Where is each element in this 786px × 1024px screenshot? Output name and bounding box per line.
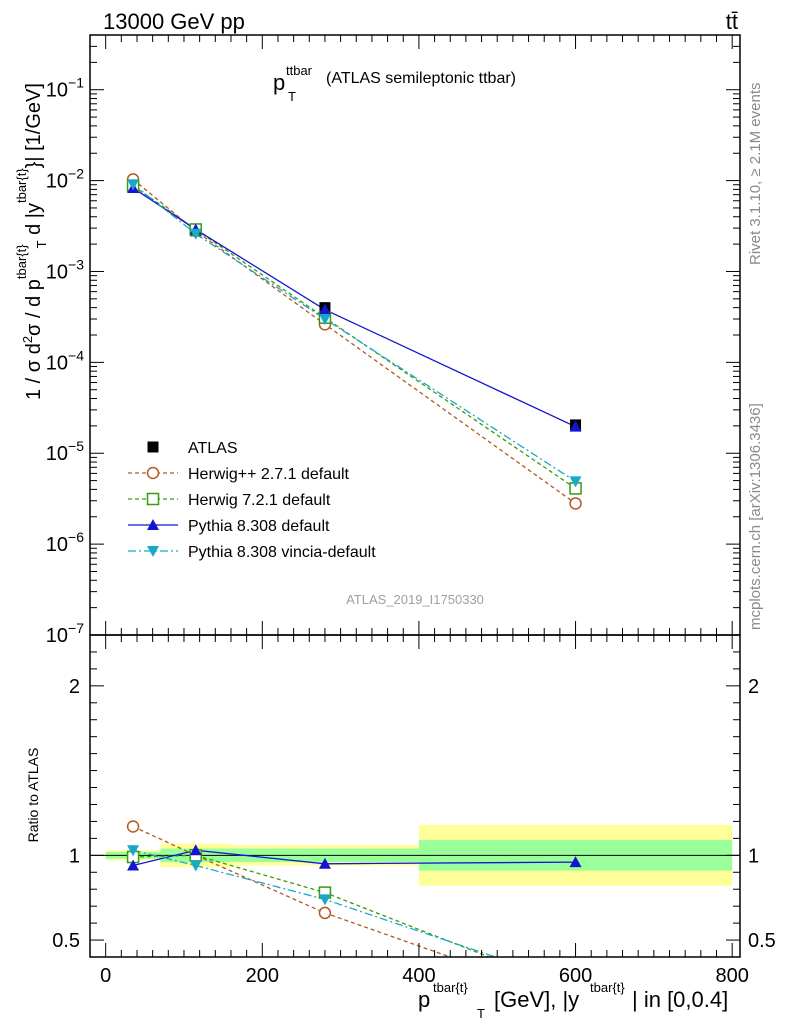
ylabel-part: σ / d p bbox=[23, 279, 45, 336]
ratio-y-tick-label-right: 2 bbox=[748, 676, 759, 698]
y-tick-label: 10−6 bbox=[46, 529, 84, 556]
x-axis: 0 200 400 600 800 bbox=[89, 35, 749, 987]
main-data-point bbox=[318, 313, 331, 325]
xlabel-sup2: tbar{t} bbox=[590, 980, 625, 995]
ylabel-sup: tbar{t} bbox=[14, 244, 29, 279]
title-sub: T bbox=[288, 89, 296, 104]
ratio-data-point bbox=[318, 894, 331, 906]
ratio-panel: 0.5 0.5 1 1 2 2 0 200 400 600 800 bbox=[52, 35, 776, 987]
ratio-frame bbox=[89, 634, 741, 958]
xlabel-end: | in [0,0.4] bbox=[632, 987, 728, 1012]
ylabel-sup: tbar{t} bbox=[14, 168, 29, 203]
xlabel-p: p bbox=[418, 987, 430, 1012]
ratio-y-tick-label-right: 1 bbox=[748, 845, 759, 867]
legend-label: Pythia 8.308 vincia-default bbox=[188, 544, 376, 561]
title-sup: ttbar bbox=[286, 63, 313, 78]
x-tick-label: 600 bbox=[559, 965, 592, 987]
y-tick-label: 10−7 bbox=[46, 620, 84, 647]
ylabel-part: d |y bbox=[23, 203, 45, 240]
legend: ATLAS Herwig++ 2.7.1 default Herwig 7.2.1 … bbox=[128, 440, 376, 561]
ratio-y-label: Ratio to ATLAS bbox=[25, 748, 41, 843]
legend-marker bbox=[147, 519, 159, 530]
main-series-line bbox=[132, 178, 576, 505]
legend-label: ATLAS bbox=[188, 440, 238, 457]
ratio-data-point bbox=[569, 856, 582, 868]
legend-label: Herwig 7.2.1 default bbox=[188, 492, 331, 509]
ratio-y-tick-label-left: 1 bbox=[69, 845, 80, 867]
legend-marker bbox=[146, 466, 160, 480]
y-tick-label: 10−2 bbox=[46, 166, 84, 193]
legend-label: Pythia 8.308 default bbox=[188, 518, 330, 535]
legend-label: Herwig++ 2.7.1 default bbox=[188, 466, 350, 483]
ratio-data-point bbox=[189, 860, 202, 872]
legend-marker bbox=[147, 441, 159, 453]
ratio-series-group bbox=[126, 820, 582, 957]
mcplots-label: mcplots.cern.ch [arXiv:1306.3436] bbox=[747, 403, 764, 630]
ratio-y-tick-label-left: 0.5 bbox=[52, 930, 80, 952]
main-data-point bbox=[127, 179, 140, 191]
legend-marker bbox=[146, 492, 160, 506]
ratio-y-tick-label-left: 2 bbox=[69, 676, 80, 698]
xlabel-mid: [GeV], |y bbox=[494, 987, 579, 1012]
ylabel-part: }| [1/GeV] bbox=[23, 83, 45, 168]
xlabel-sub: T bbox=[477, 1006, 485, 1021]
xlabel-sup1: tbar{t} bbox=[433, 980, 468, 995]
main-plot-area bbox=[126, 173, 582, 510]
legend-marker bbox=[147, 546, 159, 557]
process-label: tt̄ bbox=[726, 9, 738, 34]
main-panel: 10−1 10−2 10−3 10−4 10−5 10−6 10−7 p ttbar T (… bbox=[46, 34, 741, 647]
x-tick-label: 400 bbox=[402, 965, 435, 987]
x-axis-label: p tbar{t} T [GeV], |y tbar{t} | in [0,0.… bbox=[418, 980, 728, 1021]
y-tick-label: 10−3 bbox=[46, 256, 84, 283]
x-tick-label: 200 bbox=[246, 965, 279, 987]
main-data-point bbox=[318, 303, 331, 315]
main-series-line bbox=[132, 183, 576, 482]
main-y-label: 1 / σ d2σ / d ptbar{t} T d |ytbar{t}}| [1… bbox=[14, 83, 49, 400]
ratio-series-line bbox=[133, 854, 491, 957]
ratio-data-point bbox=[318, 857, 331, 869]
rivet-version-label: Rivet 3.1.10, ≥ 2.1M events bbox=[747, 83, 764, 266]
y-tick-label: 10−4 bbox=[46, 347, 84, 374]
ratio-data-point bbox=[189, 844, 202, 856]
ratio-y-axis: 0.5 0.5 1 1 2 2 bbox=[52, 651, 776, 952]
ratio-data-point bbox=[127, 845, 140, 857]
energy-label: 13000 GeV pp bbox=[103, 9, 245, 34]
ylabel-sup: 2 bbox=[20, 336, 35, 343]
ylabel-sub: T bbox=[34, 240, 49, 248]
main-data-point bbox=[569, 420, 582, 432]
title-p: p bbox=[273, 70, 285, 95]
y-tick-label: 10−1 bbox=[46, 75, 84, 102]
ratio-data-point bbox=[126, 820, 140, 833]
ratio-y-tick-label-right: 0.5 bbox=[748, 930, 776, 952]
ratio-series-line bbox=[132, 849, 498, 957]
ratio-data-point bbox=[318, 906, 332, 920]
x-tick-label: 800 bbox=[715, 965, 748, 987]
y-tick-label: 10−5 bbox=[46, 438, 84, 465]
ylabel-part: 1 / σ d bbox=[23, 343, 45, 400]
x-tick-label: 0 bbox=[100, 965, 111, 987]
plot-title: p ttbar T (ATLAS semileptonic ttbar) bbox=[273, 63, 516, 104]
analysis-id: ATLAS_2019_I1750330 bbox=[346, 592, 484, 607]
ratio-plot-area bbox=[90, 820, 740, 957]
main-series-line bbox=[132, 185, 576, 489]
main-y-axis: 10−1 10−2 10−3 10−4 10−5 10−6 10−7 bbox=[46, 34, 740, 647]
title-rest: (ATLAS semileptonic ttbar) bbox=[326, 70, 516, 87]
main-data-point bbox=[189, 228, 202, 240]
main-data-point bbox=[569, 497, 582, 510]
ratio-data-point bbox=[127, 859, 140, 871]
main-data-point bbox=[569, 476, 582, 488]
